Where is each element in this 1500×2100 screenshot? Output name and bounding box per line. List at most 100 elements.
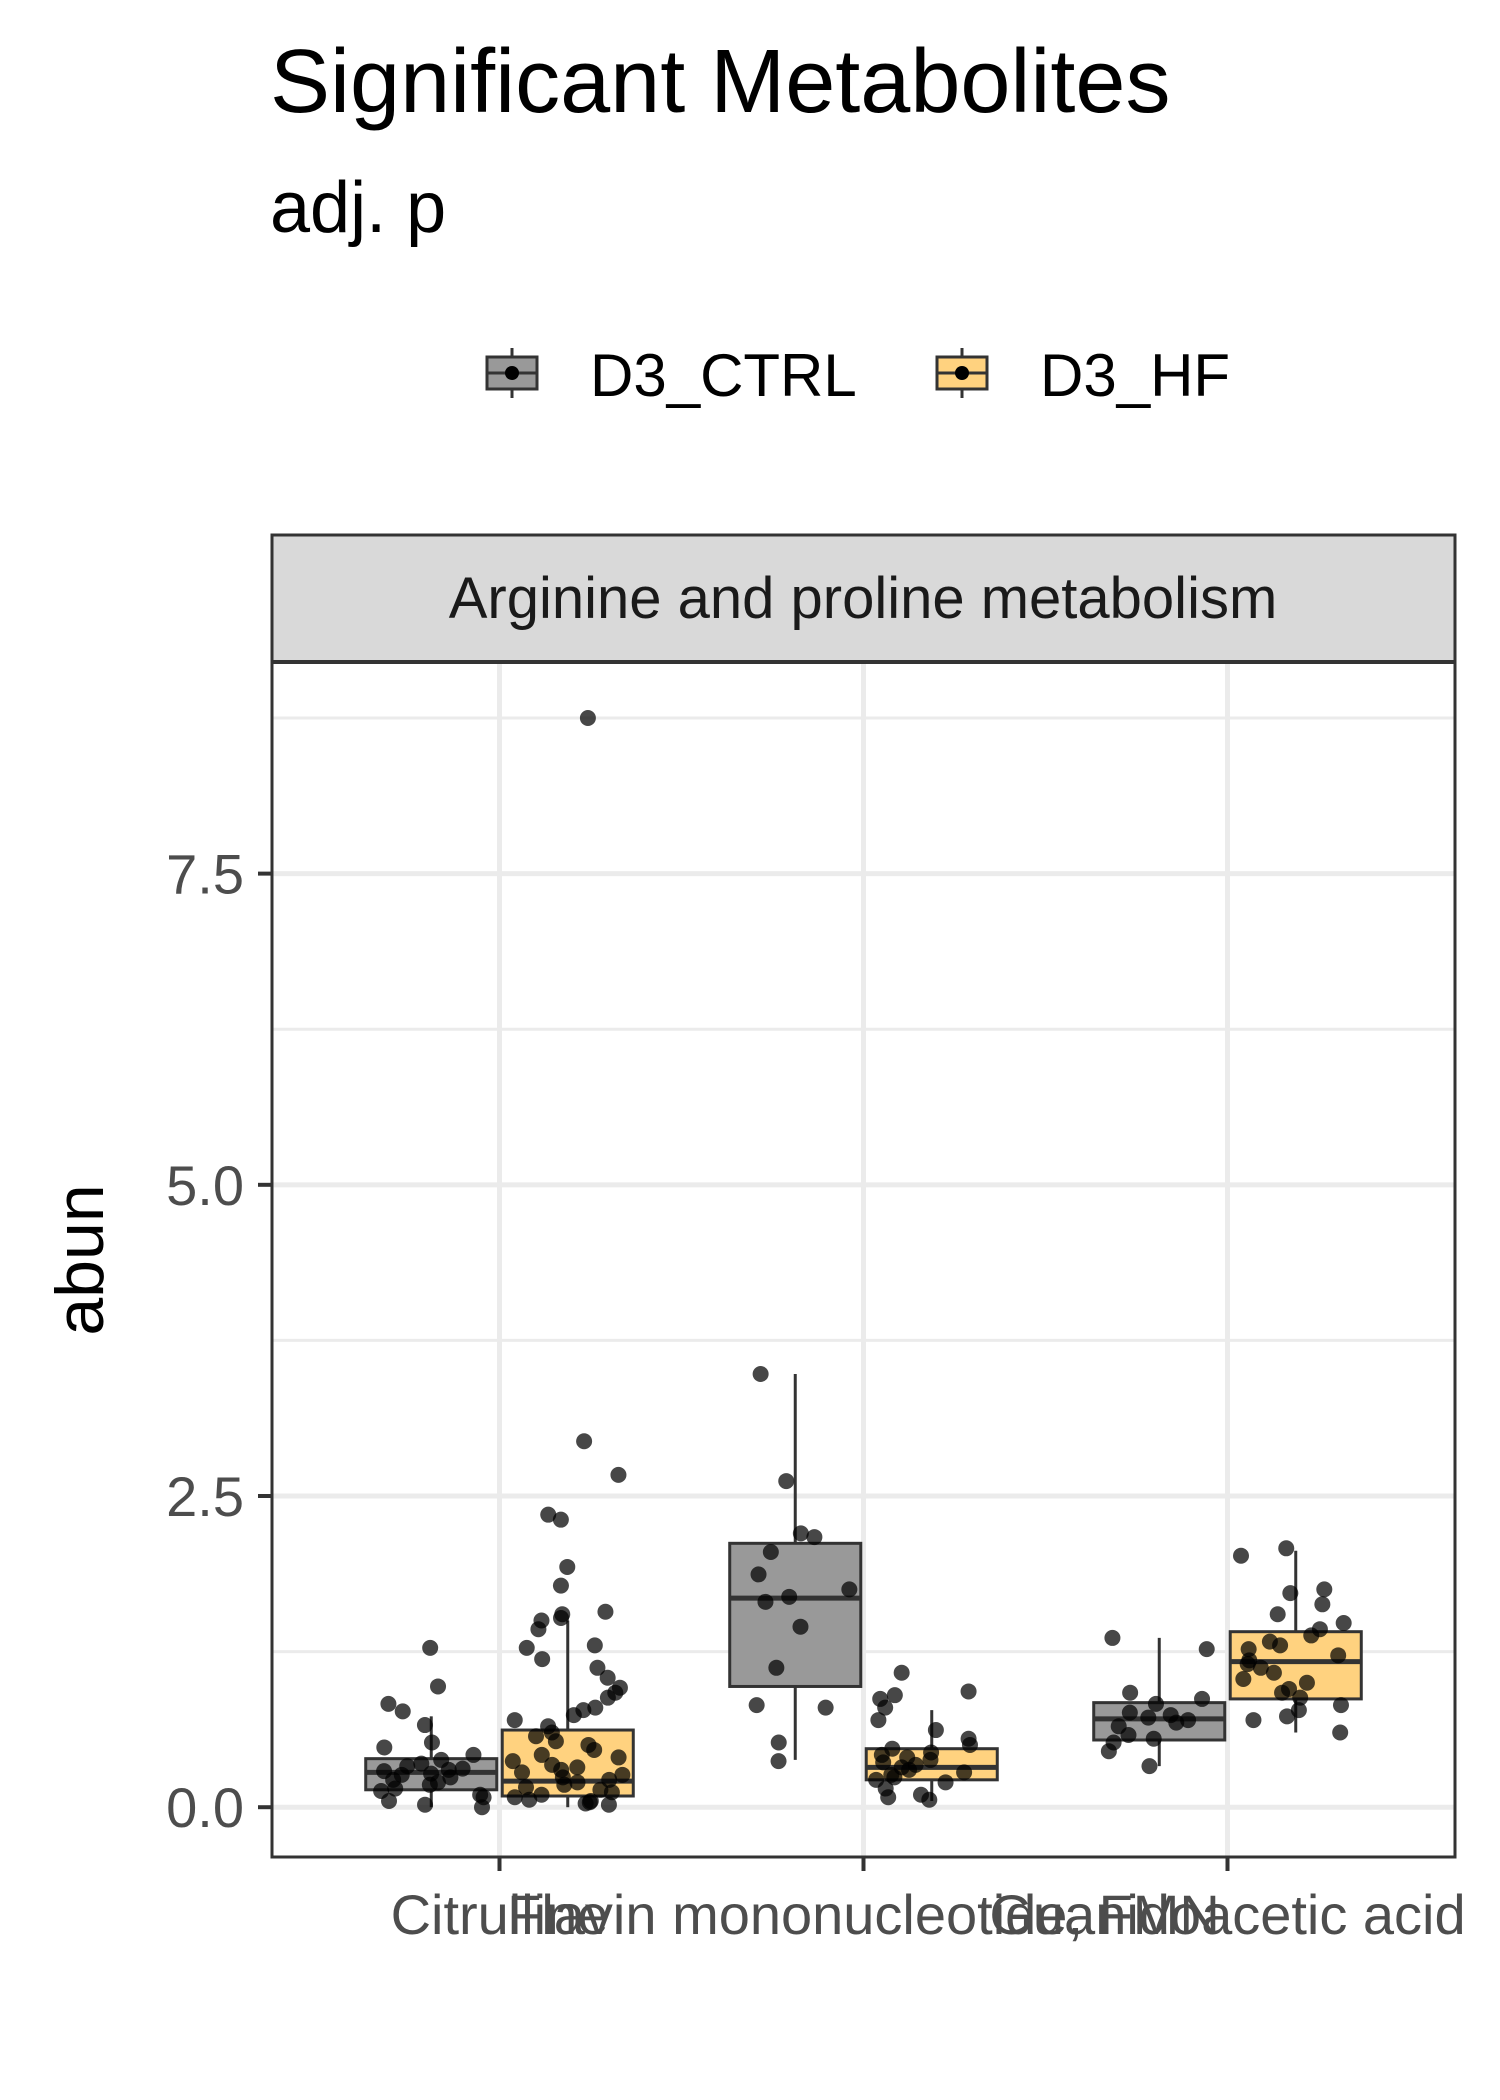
data-point bbox=[586, 1741, 603, 1758]
data-point bbox=[1279, 1708, 1296, 1725]
data-point bbox=[380, 1695, 397, 1712]
data-point bbox=[1239, 1656, 1256, 1673]
data-point bbox=[1290, 1702, 1307, 1719]
y-tick-label: 7.5 bbox=[166, 843, 244, 906]
data-point bbox=[423, 1734, 440, 1751]
data-point bbox=[770, 1753, 787, 1770]
data-point bbox=[921, 1791, 938, 1808]
data-point bbox=[417, 1796, 434, 1813]
data-point bbox=[1252, 1659, 1269, 1676]
data-point bbox=[752, 1366, 769, 1383]
data-point bbox=[1141, 1758, 1158, 1775]
data-point bbox=[1269, 1606, 1286, 1623]
data-point bbox=[394, 1703, 411, 1720]
x-tick-label: Flavin mononucleotide, FMN bbox=[507, 1883, 1220, 1946]
legend-label-hf: D3_HF bbox=[1040, 342, 1230, 409]
data-point bbox=[454, 1760, 471, 1777]
data-point bbox=[806, 1529, 823, 1546]
data-point bbox=[748, 1697, 765, 1714]
data-point bbox=[927, 1722, 944, 1739]
data-point bbox=[534, 1651, 551, 1668]
data-point bbox=[778, 1473, 795, 1490]
legend-key-hf bbox=[935, 348, 989, 398]
x-tick-label: Citrulline bbox=[391, 1883, 609, 1946]
data-point bbox=[1147, 1695, 1164, 1712]
data-point bbox=[579, 710, 596, 727]
data-point bbox=[1194, 1690, 1211, 1707]
grid bbox=[272, 662, 1455, 1857]
data-point bbox=[1272, 1637, 1289, 1654]
data-point bbox=[1298, 1674, 1315, 1691]
data-point bbox=[413, 1755, 430, 1772]
data-point bbox=[376, 1739, 393, 1756]
data-point bbox=[533, 1786, 550, 1803]
chart-subtitle: adj. p bbox=[270, 168, 446, 248]
data-point bbox=[577, 1795, 594, 1812]
y-axis-title: abun bbox=[42, 1184, 118, 1335]
data-point bbox=[875, 1754, 892, 1771]
data-point bbox=[886, 1769, 903, 1786]
data-point bbox=[1235, 1670, 1252, 1687]
data-point bbox=[877, 1699, 894, 1716]
data-point bbox=[600, 1796, 617, 1813]
data-point bbox=[901, 1761, 918, 1778]
data-point bbox=[781, 1588, 798, 1605]
data-point bbox=[960, 1683, 977, 1700]
data-point bbox=[1100, 1743, 1117, 1760]
data-point bbox=[1292, 1689, 1309, 1706]
data-point bbox=[1316, 1581, 1333, 1598]
box bbox=[728, 1541, 863, 1688]
data-point bbox=[528, 1728, 545, 1745]
data-point bbox=[762, 1544, 779, 1561]
data-point bbox=[465, 1746, 482, 1763]
data-point bbox=[1198, 1641, 1215, 1658]
data-point bbox=[1282, 1585, 1299, 1602]
data-point bbox=[1335, 1614, 1352, 1631]
data-point bbox=[556, 1776, 573, 1793]
y-tick-label: 5.0 bbox=[166, 1154, 244, 1217]
data-point bbox=[552, 1577, 569, 1594]
data-point bbox=[1245, 1712, 1262, 1729]
data-point bbox=[1330, 1647, 1347, 1664]
data-point bbox=[506, 1712, 523, 1729]
data-point bbox=[569, 1759, 586, 1776]
data-point bbox=[552, 1610, 569, 1626]
data-point bbox=[517, 1779, 534, 1796]
data-point bbox=[603, 1784, 620, 1801]
data-point bbox=[817, 1699, 834, 1716]
data-point bbox=[381, 1792, 398, 1809]
data-point bbox=[880, 1789, 897, 1806]
data-point bbox=[1314, 1596, 1331, 1613]
data-point bbox=[886, 1687, 903, 1704]
data-point bbox=[937, 1774, 954, 1791]
data-point bbox=[1140, 1709, 1157, 1726]
data-point bbox=[587, 1699, 604, 1716]
points bbox=[373, 710, 1352, 1816]
data-point bbox=[770, 1734, 787, 1751]
data-point bbox=[552, 1511, 569, 1528]
data-point bbox=[610, 1466, 627, 1483]
data-point bbox=[792, 1618, 809, 1635]
chart-title: Significant Metabolites bbox=[270, 32, 1170, 132]
data-point bbox=[1332, 1697, 1349, 1714]
data-point bbox=[1145, 1730, 1162, 1747]
data-point bbox=[533, 1746, 550, 1763]
data-point bbox=[540, 1506, 557, 1523]
data-point bbox=[1278, 1540, 1295, 1557]
legend: D3_CTRL D3_HF bbox=[485, 342, 1230, 409]
data-point bbox=[576, 1433, 593, 1450]
x-tick-label: Guanidoacetic acid bbox=[989, 1883, 1465, 1946]
data-point bbox=[768, 1659, 785, 1676]
facet-strip: Arginine and proline metabolism bbox=[270, 533, 1457, 664]
data-point bbox=[430, 1678, 447, 1695]
data-point bbox=[1168, 1714, 1185, 1731]
data-point bbox=[547, 1733, 564, 1750]
data-point bbox=[422, 1639, 439, 1656]
data-point bbox=[421, 1776, 438, 1793]
data-point bbox=[870, 1712, 887, 1729]
data-point bbox=[1265, 1664, 1282, 1681]
data-point bbox=[504, 1753, 521, 1770]
data-point bbox=[518, 1639, 535, 1656]
facet-label: Arginine and proline metabolism bbox=[449, 566, 1278, 631]
